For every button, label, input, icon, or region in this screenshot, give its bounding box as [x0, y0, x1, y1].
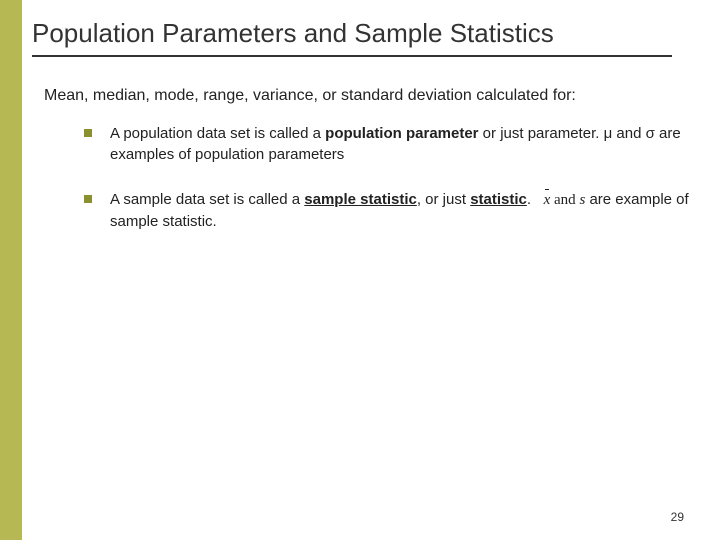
- term-population-parameter: population parameter: [325, 125, 478, 142]
- bullet-text-comma: , or just: [417, 191, 470, 208]
- bullet-list: A population data set is called a popula…: [84, 123, 690, 232]
- bullet-text: A sample data set is called a: [110, 191, 304, 208]
- slide-content: Population Parameters and Sample Statist…: [32, 18, 690, 256]
- bullet-text-period: .: [527, 191, 535, 208]
- page-number: 29: [671, 510, 684, 524]
- term-sample-statistic: sample statistic: [304, 191, 417, 208]
- term-statistic: statistic: [470, 191, 527, 208]
- symbol-xbar: x: [544, 190, 551, 211]
- slide-title: Population Parameters and Sample Statist…: [32, 18, 690, 49]
- sidebar-accent: [0, 0, 22, 540]
- bullet-item-parameter: A population data set is called a popula…: [84, 123, 690, 165]
- bullet-item-statistic: A sample data set is called a sample sta…: [84, 189, 690, 232]
- title-underline: [32, 55, 672, 57]
- intro-text: Mean, median, mode, range, variance, or …: [44, 85, 690, 107]
- bullet-text: A population data set is called a: [110, 125, 325, 142]
- word-and: and: [550, 192, 579, 208]
